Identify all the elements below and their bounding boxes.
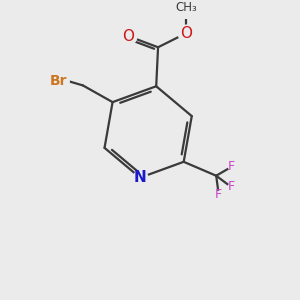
- Text: F: F: [227, 160, 235, 173]
- Text: N: N: [134, 170, 146, 185]
- Text: CH₃: CH₃: [175, 1, 197, 14]
- Text: F: F: [214, 188, 222, 201]
- Text: Br: Br: [50, 74, 68, 88]
- Text: F: F: [227, 180, 235, 194]
- Text: O: O: [122, 28, 134, 44]
- Text: O: O: [180, 26, 192, 41]
